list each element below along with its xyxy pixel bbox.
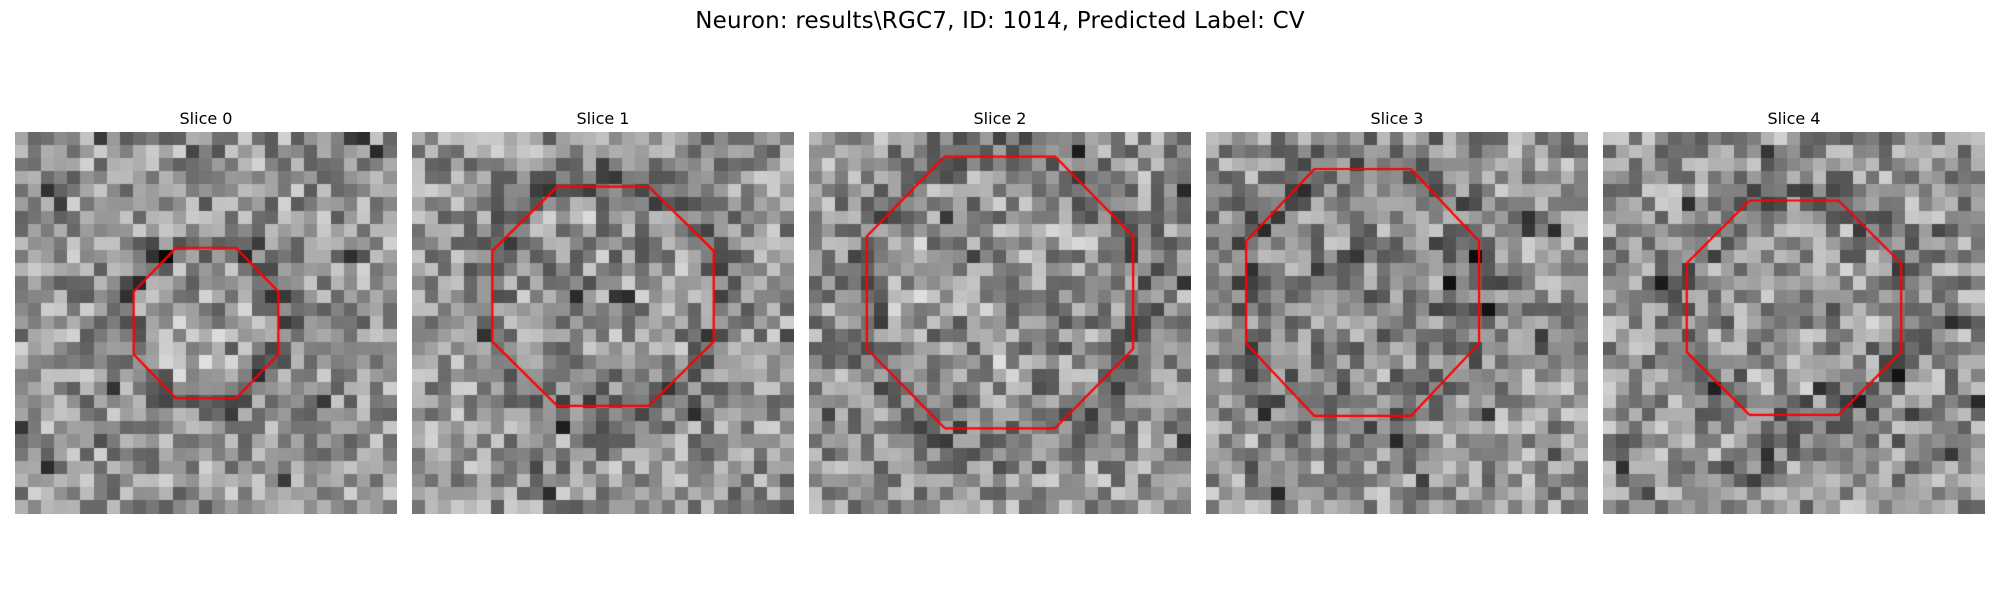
slice-title: Slice 0 [179,109,233,128]
slice-image [809,132,1191,514]
figure-title: Neuron: results\RGC7, ID: 1014, Predicte… [695,8,1305,34]
slice-panel-2: Slice 2 [809,108,1191,514]
slice-image [412,132,794,514]
slice-panel-0: Slice 0 [15,108,397,514]
slice-panel-1: Slice 1 [412,108,794,514]
slice-panel-4: Slice 4 [1603,108,1985,514]
slice-title: Slice 3 [1370,109,1424,128]
slice-panel-3: Slice 3 [1206,108,1588,514]
slice-title: Slice 2 [973,109,1027,128]
slice-title: Slice 1 [576,109,630,128]
slice-image [1206,132,1588,514]
slice-title: Slice 4 [1767,109,1821,128]
slice-image [1603,132,1985,514]
slice-image [15,132,397,514]
